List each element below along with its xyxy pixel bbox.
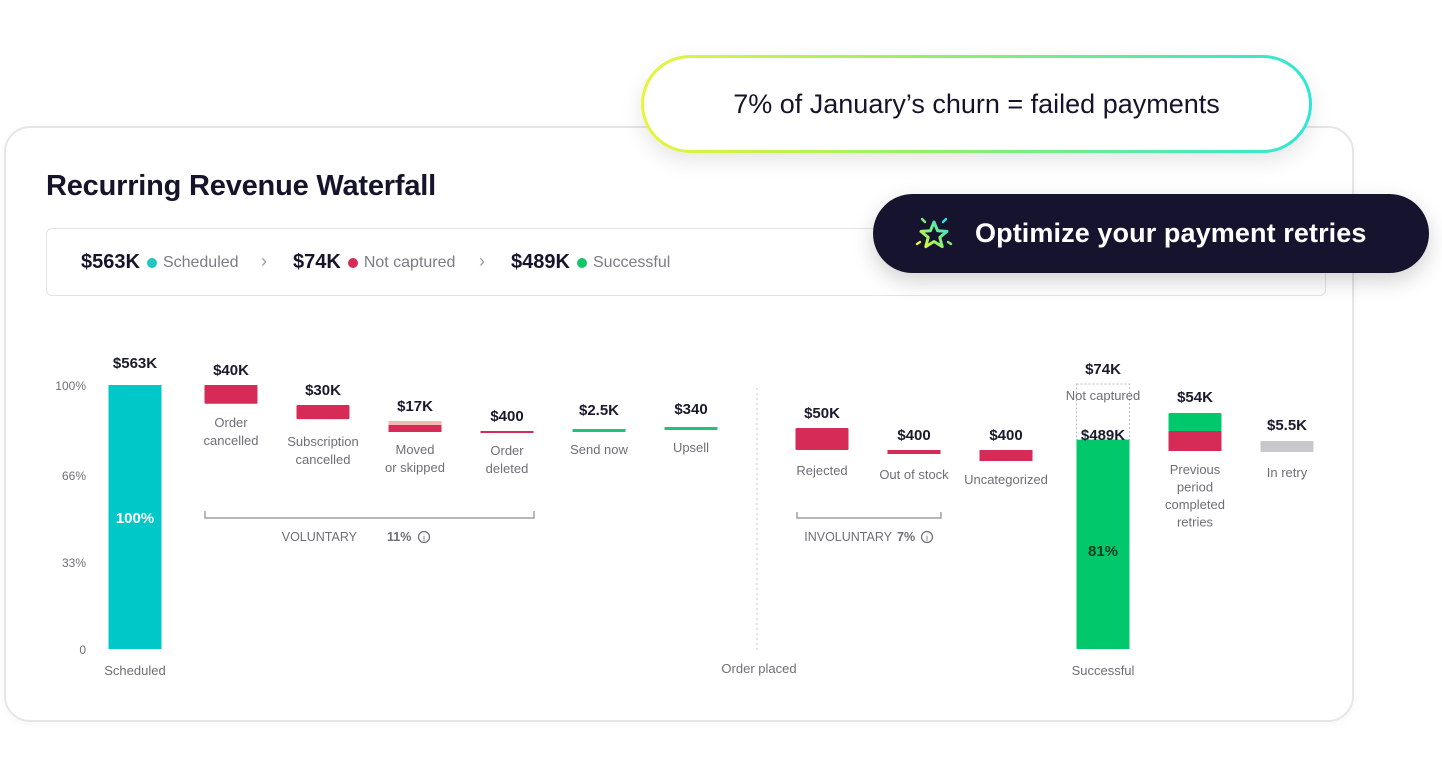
bar-value-label: $2.5K <box>579 402 619 419</box>
bar-moved-or-skipped <box>388 425 442 432</box>
bar-category-label: Successful <box>1072 663 1135 678</box>
group-bracket-involuntary <box>796 512 942 519</box>
bar-value-label: $50K <box>804 405 840 422</box>
summary-value: $74K <box>293 251 341 273</box>
bar-category-label: In retry <box>1267 465 1308 480</box>
bar-in-retry <box>1260 441 1314 452</box>
bar-uncategorized <box>979 450 1033 461</box>
bar-category-label: Scheduled <box>104 663 165 678</box>
bar-category-label: Order <box>214 415 248 430</box>
summary-value: $489K <box>511 251 570 273</box>
bar-value-label: $74K <box>1085 361 1121 378</box>
chevron-right-icon: › <box>261 251 267 271</box>
summary-label: Successful <box>592 253 671 271</box>
divider-label: Order placed <box>721 661 796 676</box>
bar-upsell <box>664 427 718 430</box>
optimize-retries-label: Optimize your payment retries <box>975 218 1367 248</box>
bar-moved-or-skipped-light <box>388 421 442 425</box>
chevron-right-icon: › <box>479 251 485 271</box>
bar-category-label: Uncategorized <box>964 472 1048 487</box>
bar-scheduled <box>108 385 162 649</box>
group-label: VOLUNTARY <box>282 530 358 544</box>
bar-category-label: deleted <box>486 461 529 476</box>
summary-value: $563K <box>81 251 140 273</box>
bar-order-deleted <box>480 431 534 433</box>
bar-order-cancelled <box>204 385 258 404</box>
info-icon-glyph: i <box>926 533 928 543</box>
optimize-retries-button[interactable]: Optimize your payment retries <box>873 194 1429 273</box>
group-label: INVOLUNTARY <box>804 530 892 544</box>
bar-value-label: $400 <box>989 427 1022 444</box>
summary-label: Scheduled <box>162 253 239 271</box>
bar-value-label: $340 <box>674 401 707 418</box>
bar-category-label: cancelled <box>204 433 259 448</box>
churn-callout: 7% of January’s churn = failed payments <box>641 55 1312 153</box>
bar-value-label: $489K <box>1081 427 1125 444</box>
y-tick-label: 0 <box>79 643 86 657</box>
sparkle-star-icon <box>915 217 953 248</box>
bar-category-label: Out of stock <box>879 467 949 482</box>
y-tick-label: 100% <box>55 379 86 393</box>
bar-retries-failed <box>1168 431 1222 451</box>
bar-category-label: Order <box>490 443 524 458</box>
group-bracket-voluntary <box>204 511 535 519</box>
y-tick-label: 33% <box>62 556 86 570</box>
info-icon <box>920 530 934 544</box>
bar-retries-success <box>1168 413 1222 431</box>
bar-category-label: Rejected <box>796 463 847 478</box>
y-tick-label: 66% <box>62 469 86 483</box>
bar-value-label: $563K <box>113 355 157 372</box>
bar-category-label: cancelled <box>296 452 351 467</box>
card-title: Recurring Revenue Waterfall <box>46 170 436 202</box>
summary-bar: $563K Scheduled › $74K Not captured › $4… <box>46 228 1326 296</box>
bar-category-label: Send now <box>570 442 628 457</box>
group-percent: 11% <box>387 530 411 544</box>
bar-value-label: $400 <box>490 408 523 425</box>
bar-subscription-cancelled <box>296 405 350 420</box>
bar-category-label: Moved <box>395 442 434 457</box>
bar-inner-label: 100% <box>116 510 154 527</box>
churn-callout-text: 7% of January’s churn = failed payments <box>644 58 1309 150</box>
bar-value-label: $54K <box>1177 389 1213 406</box>
bar-successful <box>1076 439 1130 649</box>
status-dot-icon <box>146 257 157 268</box>
summary-item-successful[interactable]: $489K Successful <box>511 251 670 274</box>
group-percent: 7% <box>897 530 915 544</box>
bar-sub-label: Not captured <box>1066 388 1140 403</box>
bar-category-label: Subscription <box>287 434 359 449</box>
bar-category-label: or skipped <box>385 460 445 475</box>
summary-label: Not captured <box>363 253 456 271</box>
summary-item-not-captured[interactable]: $74K Not captured <box>293 251 455 274</box>
bar-value-label: $30K <box>305 382 341 399</box>
info-icon <box>417 530 431 544</box>
bar-value-label: $400 <box>897 427 930 444</box>
bar-not-captured-ghost <box>1076 383 1130 441</box>
bar-category-label: Upsell <box>673 440 709 455</box>
bar-send-now <box>572 429 626 432</box>
bar-category-label: Previous <box>1170 462 1221 477</box>
status-dot-icon <box>347 257 358 268</box>
bar-value-label: $17K <box>397 398 433 415</box>
bar-value-label: $40K <box>213 362 249 379</box>
bar-out-of-stock <box>887 450 941 454</box>
bar-rejected <box>795 428 849 450</box>
bar-value-label: $5.5K <box>1267 417 1307 434</box>
bar-category-label: completed <box>1165 497 1225 512</box>
bar-inner-label: 81% <box>1088 543 1118 560</box>
summary-item-scheduled[interactable]: $563K Scheduled <box>81 251 239 274</box>
status-dot-icon <box>576 257 587 268</box>
bar-category-label: period <box>1177 480 1213 495</box>
info-icon-glyph: i <box>423 533 425 543</box>
bar-category-label: retries <box>1177 515 1214 530</box>
